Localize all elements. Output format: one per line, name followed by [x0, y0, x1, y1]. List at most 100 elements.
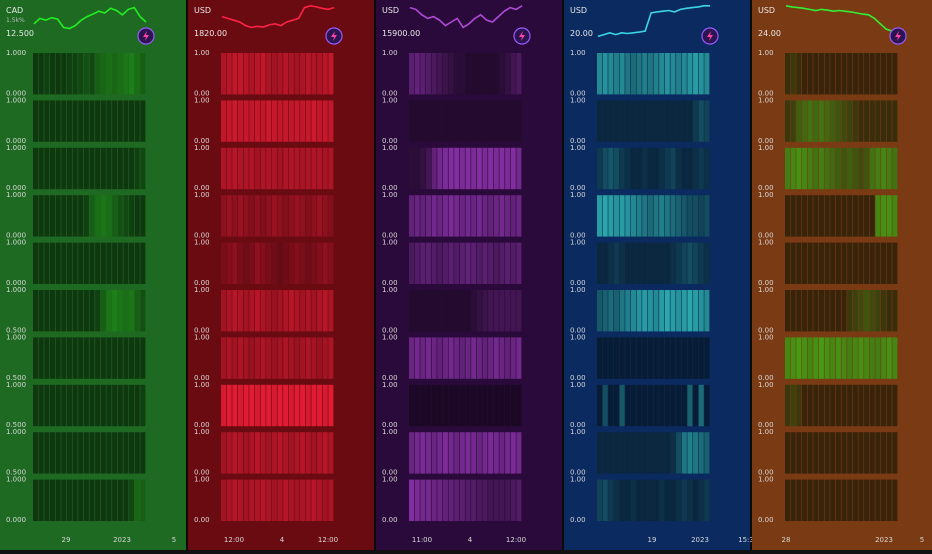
heat-cell — [305, 290, 311, 332]
heat-cell — [55, 147, 61, 190]
lightning-glyph — [331, 31, 337, 41]
heat-cell — [283, 147, 289, 190]
heat-cell — [226, 100, 232, 142]
heat-cell — [237, 195, 243, 237]
heat-cell — [283, 242, 289, 284]
heat-cell — [647, 432, 653, 474]
price-line — [33, 6, 147, 30]
heat-cell — [83, 290, 89, 332]
heat-cell — [858, 147, 864, 190]
heat-cell — [271, 195, 277, 237]
heat-cell — [841, 384, 847, 427]
row-top-label: 1.00 — [194, 286, 210, 294]
heat-cell — [232, 384, 238, 427]
heat-cell — [117, 384, 123, 427]
heat-cell — [437, 290, 443, 332]
heat-cell — [659, 384, 665, 427]
heat-cell — [659, 290, 665, 332]
heat-row-1: 1.000 0.000 — [6, 49, 146, 97]
heat-cell — [431, 195, 437, 237]
heat-cell — [796, 337, 802, 379]
heat-cell — [112, 290, 118, 332]
heat-cell — [414, 479, 420, 521]
heat-cell — [482, 384, 488, 427]
heat-cell — [847, 195, 853, 237]
heat-cell — [785, 337, 791, 379]
heat-cell — [482, 432, 488, 474]
heat-cell — [647, 290, 653, 332]
heat-cell — [425, 242, 431, 284]
heat-cell — [49, 384, 55, 427]
heat-cell — [835, 479, 841, 521]
heat-cell — [55, 53, 61, 95]
heat-cell — [824, 337, 830, 379]
heat-cell — [465, 100, 471, 142]
currency-label: USD — [758, 6, 775, 15]
heat-cell — [807, 432, 813, 474]
heat-cell — [106, 384, 112, 427]
heat-cell — [824, 53, 830, 95]
heat-cell — [431, 479, 437, 521]
heat-cell — [476, 337, 482, 379]
heat-cell — [471, 479, 477, 521]
heat-cell — [835, 195, 841, 237]
heat-cell — [642, 195, 648, 237]
heat-cell — [454, 147, 460, 190]
heat-cell — [89, 479, 95, 521]
heat-cell — [305, 384, 311, 427]
heat-cell — [597, 195, 603, 237]
heat-cell — [807, 337, 813, 379]
heat-cell — [875, 100, 881, 142]
row-top-label: 1.00 — [758, 49, 774, 57]
heat-cell — [243, 53, 249, 95]
heat-cell — [625, 384, 631, 427]
heat-cell — [892, 53, 898, 95]
heat-cell — [869, 53, 875, 95]
heat-cell — [841, 290, 847, 332]
heat-cell — [824, 100, 830, 142]
heat-cell — [852, 147, 858, 190]
heat-cell — [864, 290, 870, 332]
heat-cell — [824, 479, 830, 521]
heat-cell — [317, 432, 323, 474]
heat-row-10: 1.00 0.00 — [382, 476, 522, 524]
heat-cell — [813, 242, 819, 284]
heat-cell — [659, 337, 665, 379]
heat-cell — [505, 384, 511, 427]
heat-row-4: 1.00 0.00 — [570, 191, 710, 240]
heat-cell — [260, 53, 266, 95]
heat-cell — [49, 432, 55, 474]
heat-cell — [117, 290, 123, 332]
heat-cell — [442, 242, 448, 284]
heat-cell — [505, 147, 511, 190]
heat-cell — [305, 147, 311, 190]
heat-cell — [442, 53, 448, 95]
heat-cell — [243, 100, 249, 142]
heat-row-7: 1.000 0.500 — [6, 333, 146, 382]
heat-cell — [476, 147, 482, 190]
heat-cell — [123, 53, 129, 95]
heat-cell — [636, 100, 642, 142]
heat-cell — [818, 337, 824, 379]
heat-cell — [801, 100, 807, 142]
heat-cell — [670, 195, 676, 237]
heat-cell — [66, 147, 72, 190]
heat-cell — [807, 290, 813, 332]
heat-cell — [266, 242, 272, 284]
heat-cell — [869, 337, 875, 379]
row-bottom-label: 0.00 — [194, 469, 210, 477]
heat-cell — [830, 337, 836, 379]
heat-cell — [271, 432, 277, 474]
heat-cell — [425, 100, 431, 142]
heat-cell — [698, 479, 704, 521]
heat-cell — [129, 479, 135, 521]
heat-cell — [123, 479, 129, 521]
heat-cell — [681, 242, 687, 284]
heat-cell — [288, 432, 294, 474]
heat-cell — [476, 195, 482, 237]
heat-cell — [476, 100, 482, 142]
heat-cell — [72, 242, 78, 284]
heat-cell — [493, 53, 499, 95]
heat-cell — [49, 242, 55, 284]
heat-cell — [55, 195, 61, 237]
